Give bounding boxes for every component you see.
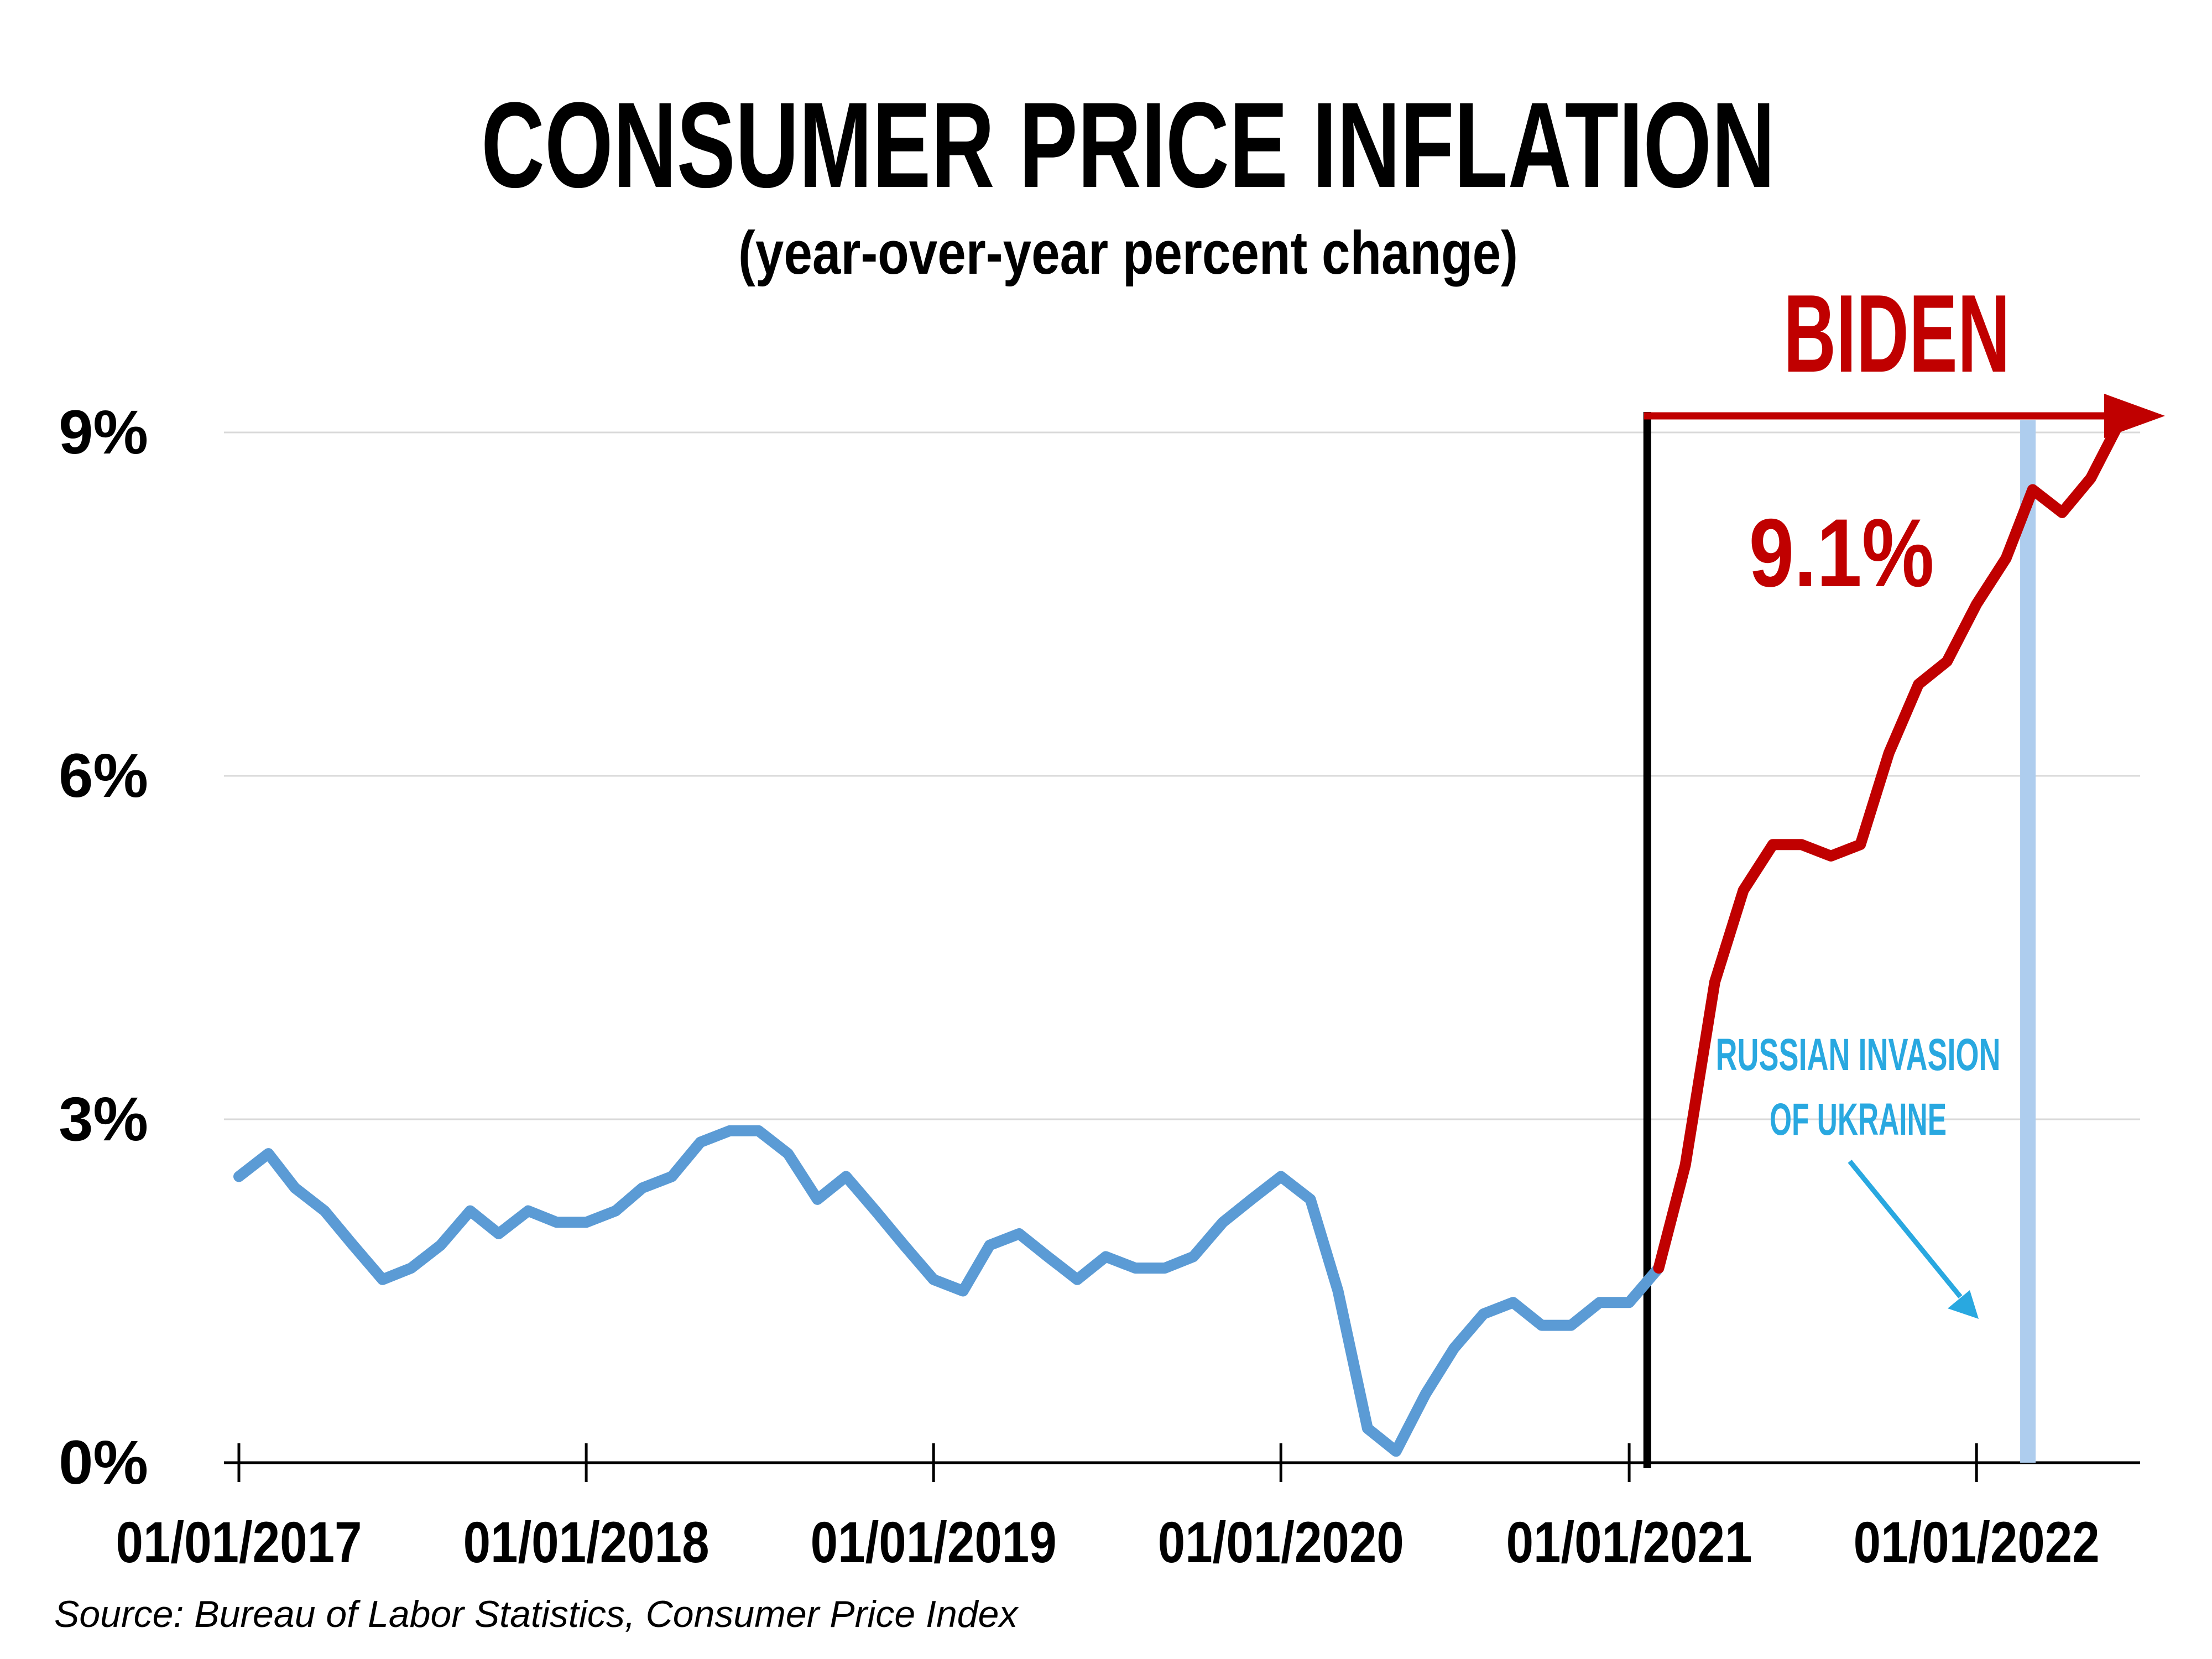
data-point: [961, 1289, 965, 1293]
data-point: [844, 1175, 848, 1178]
x-tick-label: 01/01/2020: [1158, 1510, 1404, 1575]
data-point: [526, 1209, 530, 1213]
period-arrow-head: [2104, 394, 2165, 438]
chart-source: Source: Bureau of Labor Statistics, Cons…: [54, 1593, 1019, 1635]
x-tick-label: 01/01/2017: [116, 1510, 362, 1575]
data-point: [728, 1129, 732, 1133]
annotations-front: BIDEN 9.1% RUSSIAN INVASION OF UKRAINE: [1644, 272, 2165, 1319]
data-point: [1741, 889, 1745, 892]
gridlines: [224, 431, 2140, 1120]
data-point: [293, 1186, 297, 1190]
data-point: [322, 1209, 326, 1213]
data-point: [1279, 1175, 1283, 1178]
y-axis-ticks: 0% 3% 6% 9%: [59, 398, 148, 1497]
x-tick-label: 01/01/2018: [463, 1510, 709, 1575]
data-point: [902, 1243, 906, 1247]
data-point: [1076, 1277, 1079, 1281]
data-point: [1249, 1197, 1253, 1201]
data-point: [1308, 1197, 1312, 1201]
data-point: [555, 1220, 559, 1224]
y-tick-label: 3%: [59, 1084, 148, 1154]
data-point: [698, 1140, 702, 1144]
data-point: [1046, 1255, 1050, 1259]
data-point: [1917, 682, 1921, 686]
chart-title: CONSUMER PRICE INFLATION: [481, 77, 1775, 213]
data-point: [409, 1266, 413, 1270]
data-point: [1975, 602, 1979, 606]
data-point: [439, 1243, 442, 1247]
chart-subtitle: (year-over-year percent change): [738, 219, 1518, 287]
data-point: [1336, 1289, 1340, 1293]
event-arrow-head: [1948, 1290, 1979, 1319]
data-point: [1191, 1255, 1195, 1259]
data-point: [816, 1197, 820, 1201]
x-tick-label: 01/01/2019: [811, 1510, 1057, 1575]
data-point: [2004, 556, 2008, 560]
data-point: [670, 1175, 674, 1178]
data-point: [1163, 1266, 1167, 1270]
data-point: [1018, 1232, 1021, 1235]
event-label-line-1: RUSSIAN INVASION: [1716, 1030, 2001, 1080]
data-point: [1598, 1301, 1601, 1305]
data-point: [1945, 660, 1949, 663]
data-point: [237, 1175, 241, 1178]
peak-value-label: 9.1%: [1749, 499, 1934, 607]
period-label: BIDEN: [1783, 272, 2010, 395]
series-line-0: [233, 1125, 1665, 1457]
data-point: [2031, 488, 2034, 492]
data-point: [267, 1152, 270, 1156]
data-point: [1481, 1312, 1485, 1316]
series-layer: [233, 415, 2126, 1457]
data-point: [1771, 843, 1775, 847]
data-point: [585, 1220, 588, 1224]
data-point: [1627, 1301, 1631, 1305]
data-point: [988, 1243, 992, 1247]
data-point: [874, 1209, 878, 1213]
data-point: [1221, 1220, 1225, 1224]
annotations-back: [1643, 412, 2036, 1468]
data-point: [614, 1209, 618, 1213]
data-point: [1657, 1266, 1661, 1270]
data-point: [1394, 1449, 1398, 1453]
event-label-line-2: OF UKRAINE: [1770, 1094, 1947, 1145]
y-tick-label: 6%: [59, 741, 148, 810]
data-point: [932, 1277, 936, 1281]
data-point: [1452, 1347, 1456, 1350]
data-point: [1887, 751, 1891, 755]
data-point: [1423, 1392, 1427, 1396]
x-tick-label: 01/01/2022: [1854, 1510, 2100, 1575]
data-point: [1365, 1426, 1369, 1430]
data-point: [1540, 1323, 1543, 1327]
data-point: [380, 1277, 384, 1281]
data-point: [1799, 843, 1803, 847]
data-point: [1133, 1266, 1137, 1270]
event-band: [2020, 420, 2036, 1463]
data-point: [1104, 1255, 1108, 1259]
x-axis: 01/01/2017 01/01/2018 01/01/2019 01/01/2020…: [116, 1443, 2140, 1575]
data-point: [2089, 476, 2093, 480]
data-point: [497, 1232, 500, 1235]
data-point: [1511, 1301, 1515, 1305]
data-point: [757, 1129, 760, 1133]
y-tick-label: 9%: [59, 398, 148, 467]
data-point: [2060, 510, 2064, 514]
data-point: [1859, 843, 1863, 847]
data-point: [1683, 1163, 1687, 1167]
data-point: [1829, 854, 1833, 858]
y-tick-label: 0%: [59, 1428, 148, 1497]
event-arrow-shaft: [1848, 1160, 1963, 1298]
data-point: [1713, 980, 1717, 984]
data-point: [468, 1209, 472, 1213]
x-tick-label: 01/01/2021: [1506, 1510, 1752, 1575]
data-point: [786, 1152, 790, 1156]
data-point: [1569, 1323, 1573, 1327]
data-point: [640, 1186, 644, 1190]
data-point: [351, 1243, 355, 1247]
